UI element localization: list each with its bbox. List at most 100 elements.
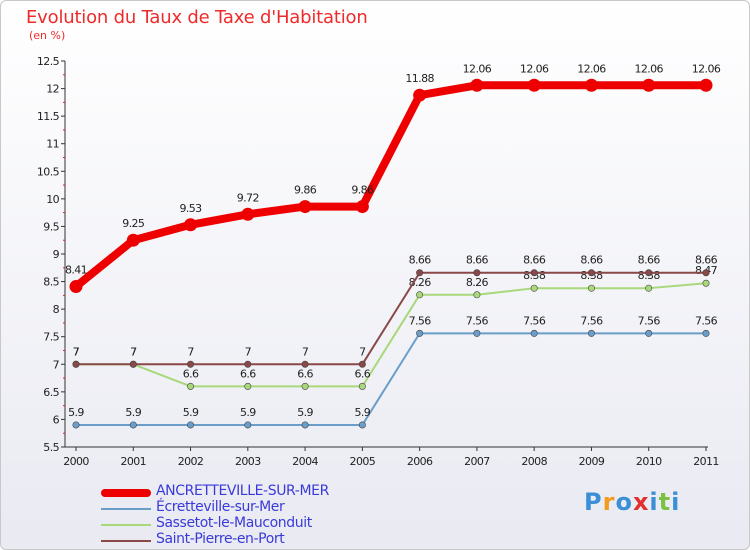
data-label: 9.86 xyxy=(294,184,317,197)
data-label: 8.26 xyxy=(466,276,489,289)
logo-letter: o xyxy=(615,488,633,516)
x-tick-label: 2011 xyxy=(693,455,719,468)
data-label: 8.41 xyxy=(65,264,87,277)
data-label: 6.6 xyxy=(240,367,256,380)
data-label: 7 xyxy=(359,345,366,358)
y-tick-label: 5.5 xyxy=(43,441,59,454)
logo-letter: r xyxy=(602,488,616,516)
data-point xyxy=(470,78,484,92)
data-point xyxy=(244,382,252,390)
y-tick-label: 11 xyxy=(46,138,59,151)
data-point xyxy=(69,280,83,294)
data-label: 9.86 xyxy=(351,184,374,197)
data-label: 6.6 xyxy=(355,367,371,380)
data-label: 7.56 xyxy=(638,314,661,327)
legend-label-sassetot: Sassetot-le-Mauconduit xyxy=(156,515,312,531)
data-point xyxy=(473,269,481,277)
data-point xyxy=(587,269,595,277)
data-point xyxy=(126,233,140,247)
data-point xyxy=(244,360,252,368)
logo-letter: x xyxy=(632,488,650,516)
data-point xyxy=(241,207,255,221)
x-tick-label: 2007 xyxy=(464,455,490,468)
y-tick-label: 8.5 xyxy=(43,276,59,289)
x-tick-label: 2005 xyxy=(350,455,376,468)
data-point xyxy=(301,360,309,368)
legend-label-ancretteville: ANCRETTEVILLE-SUR-MER xyxy=(156,483,329,499)
data-label: 7.56 xyxy=(523,314,546,327)
data-label: 9.25 xyxy=(122,217,145,230)
data-label: 7.56 xyxy=(466,314,489,327)
y-tick-label: 10.5 xyxy=(37,165,60,178)
data-point xyxy=(413,88,427,102)
legend-swatch-ecretteville xyxy=(101,508,151,510)
legend-swatch-saint-pierre xyxy=(101,540,151,542)
data-point xyxy=(702,269,710,277)
data-label: 6.6 xyxy=(183,367,199,380)
data-point xyxy=(530,269,538,277)
data-label: 11.88 xyxy=(405,72,434,85)
legend-label-saint-pierre: Saint-Pierre-en-Port xyxy=(156,531,285,547)
data-point xyxy=(72,421,80,429)
data-label: 5.9 xyxy=(297,406,313,419)
data-point xyxy=(187,421,195,429)
data-point xyxy=(416,291,424,299)
data-label: 7.56 xyxy=(695,314,718,327)
data-point xyxy=(298,200,312,214)
y-tick-label: 9 xyxy=(53,248,60,261)
data-point xyxy=(473,291,481,299)
data-label: 8.66 xyxy=(466,254,489,267)
data-point xyxy=(358,360,366,368)
data-label: 7 xyxy=(187,345,194,358)
data-label: 8.26 xyxy=(409,276,432,289)
data-point xyxy=(584,78,598,92)
data-point xyxy=(473,329,481,337)
data-point xyxy=(187,382,195,390)
y-tick-label: 12.5 xyxy=(37,55,60,68)
data-label: 6.6 xyxy=(297,367,313,380)
data-point xyxy=(587,284,595,292)
x-tick-label: 2000 xyxy=(63,455,89,468)
data-label: 7.56 xyxy=(580,314,603,327)
data-point xyxy=(244,421,252,429)
unit-label: (en %) xyxy=(29,29,66,42)
data-label: 12.06 xyxy=(634,62,663,75)
series-line-2 xyxy=(75,282,707,388)
x-tick-label: 2010 xyxy=(636,455,662,468)
x-tick-label: 2002 xyxy=(178,455,204,468)
data-label: 7 xyxy=(130,345,137,358)
data-label: 8.66 xyxy=(409,254,432,267)
data-label: 7 xyxy=(245,345,252,358)
data-label: 8.66 xyxy=(523,254,546,267)
data-label: 12.06 xyxy=(520,62,549,75)
legend-label-ecretteville: Écretteville-sur-Mer xyxy=(156,499,285,515)
data-label: 5.9 xyxy=(183,406,199,419)
data-point xyxy=(527,78,541,92)
data-point xyxy=(358,421,366,429)
data-label: 12.06 xyxy=(577,62,606,75)
data-label: 5.9 xyxy=(68,406,84,419)
proxiti-logo: Proxiti xyxy=(584,488,680,516)
data-label: 8.66 xyxy=(695,254,718,267)
data-label: 9.72 xyxy=(237,191,259,204)
data-label: 7 xyxy=(73,345,80,358)
chart-title: Evolution du Taux de Taxe d'Habitation xyxy=(26,7,368,28)
series-line-0 xyxy=(72,81,710,291)
x-tick-label: 2004 xyxy=(292,455,318,468)
data-label: 8.66 xyxy=(580,254,603,267)
y-tick-label: 7 xyxy=(53,358,60,371)
data-point xyxy=(530,284,538,292)
y-tick-label: 10 xyxy=(46,193,59,206)
series-line-3 xyxy=(75,271,707,366)
data-point xyxy=(645,269,653,277)
series-line-1 xyxy=(75,332,707,426)
data-point xyxy=(642,78,656,92)
data-label: 5.9 xyxy=(355,406,371,419)
y-tick-label: 11.5 xyxy=(37,110,60,123)
legend-swatch-sassetot xyxy=(101,524,151,526)
data-label: 9.53 xyxy=(179,202,202,215)
y-tick-label: 9.5 xyxy=(43,220,59,233)
logo-letter: t xyxy=(658,488,672,516)
